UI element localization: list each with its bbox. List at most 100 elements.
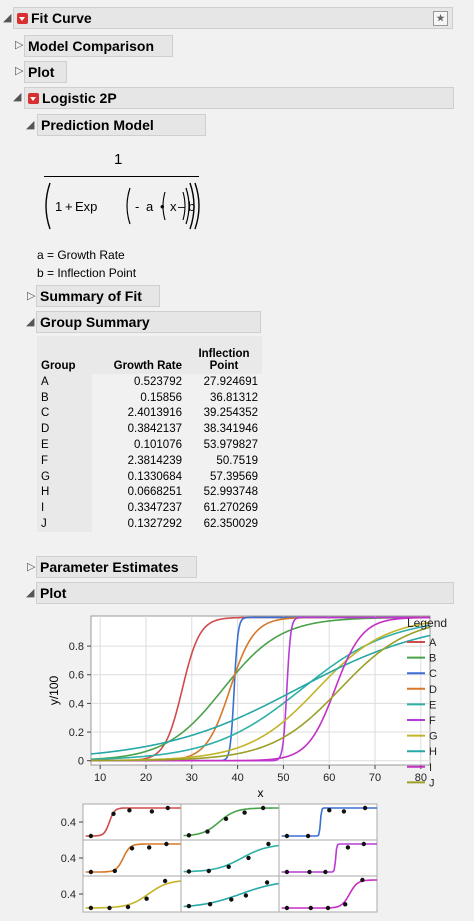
inflection-point-cell: 52.993748 (203, 486, 258, 499)
prediction-model-header[interactable]: Prediction Model (37, 114, 206, 136)
x-tick-label: 70 (369, 772, 381, 784)
parameter-estimates-title: Parameter Estimates (40, 559, 179, 575)
growth-rate-cell: 0.3842137 (127, 423, 182, 436)
data-point (343, 902, 348, 907)
collapse-prediction-model-icon[interactable]: ◢ (26, 119, 35, 131)
group-summary-table: Group Growth Rate Inflection Point A 0.52… (37, 336, 262, 532)
data-point (260, 805, 266, 811)
data-point (129, 846, 135, 851)
growth-rate-cell: 2.3814239 (127, 454, 182, 467)
table-row: B 0.15856 36.81312 (37, 389, 262, 406)
formula-x: x (170, 199, 177, 214)
x-tick-label: 10 (94, 772, 106, 784)
expand-model-comparison-icon[interactable]: ▷ (15, 39, 24, 51)
expand-summary-of-fit-icon[interactable]: ▷ (27, 290, 36, 302)
x-tick-label: 80 (415, 772, 427, 784)
data-point (206, 868, 211, 874)
data-point (323, 869, 328, 875)
plot-header-top[interactable]: Plot (24, 61, 67, 83)
data-point (207, 902, 213, 907)
fit-curve-title: Fit Curve (31, 10, 92, 26)
data-point (284, 869, 290, 875)
table-row: G 0.1330684 57.39569 (37, 468, 262, 485)
expand-parameter-estimates-icon[interactable]: ▷ (27, 561, 36, 573)
group-cell: H (37, 484, 92, 501)
legend-label-i: I (429, 762, 432, 774)
inflection-point-cell: 38.341946 (203, 423, 258, 436)
logistic-menu-icon[interactable] (28, 92, 39, 104)
expand-plot-icon[interactable]: ▷ (15, 65, 24, 77)
formula-brackets (45, 182, 200, 230)
legend-label-b: B (429, 653, 436, 665)
group-summary-header[interactable]: Group Summary (36, 311, 261, 333)
data-point (246, 855, 251, 861)
summary-of-fit-title: Summary of Fit (40, 288, 142, 304)
plot-title: Plot (40, 585, 67, 601)
y-axis-label: y/100 (47, 675, 61, 705)
inflection-point-cell: 62.350029 (203, 518, 258, 531)
data-point (345, 845, 351, 850)
small-y-tick-label: 0.4 (61, 853, 76, 865)
legend-label-d: D (429, 684, 437, 696)
logistic-title: Logistic 2P (42, 90, 117, 106)
data-point (242, 810, 247, 815)
group-summary-table-wrap: Group Growth Rate Inflection Point A 0.52… (37, 336, 262, 532)
series-line-j (91, 626, 430, 762)
plot-header[interactable]: Plot (36, 582, 454, 604)
data-point (361, 841, 366, 847)
formula-one: 1 (55, 199, 63, 214)
collapse-fit-curve-icon[interactable]: ◢ (3, 12, 12, 24)
group-summary-title: Group Summary (40, 314, 150, 330)
growth-rate-cell: 0.0668251 (127, 486, 182, 499)
fit-curve-header[interactable]: Fit Curve ★ (13, 7, 453, 29)
pin-icon[interactable]: ★ (433, 11, 448, 26)
data-point (264, 880, 270, 885)
model-comparison-header[interactable]: Model Comparison (24, 35, 173, 57)
data-point (186, 903, 192, 909)
fit-curve-menu-icon[interactable] (17, 12, 28, 24)
data-point (147, 845, 152, 850)
x-tick-label: 20 (140, 772, 152, 784)
data-point (284, 905, 290, 911)
legend-title: Legend (407, 616, 447, 630)
collapse-group-summary-icon[interactable]: ◢ (26, 316, 35, 328)
formula-exp: Exp (75, 199, 98, 214)
data-point (186, 833, 192, 838)
growth-rate-cell: 0.523792 (134, 375, 182, 388)
data-point (243, 893, 249, 898)
table-row: F 2.3814239 50.7519 (37, 452, 262, 469)
collapse-logistic-icon[interactable]: ◢ (13, 91, 22, 103)
logistic-2p-header[interactable]: Logistic 2P (24, 87, 454, 109)
group-cell: B (37, 389, 92, 406)
header-inflection-line2: Point (209, 360, 239, 372)
data-point (325, 905, 331, 911)
data-point (307, 869, 312, 875)
data-point (186, 869, 192, 874)
data-point (223, 816, 229, 821)
table-row: E 0.101076 53.979827 (37, 437, 262, 453)
data-point (162, 878, 168, 884)
data-point (164, 841, 169, 847)
data-point (112, 868, 118, 874)
fit-curve-plot: 10 20 30 40 50 60 70 80 0 0.2 0.4 0.6 0.8 x y/100 Legen… (47, 615, 447, 800)
formula-plus: + (65, 199, 73, 214)
group-cell: I (37, 500, 92, 517)
legend-label-e: E (429, 699, 436, 711)
header-group: Group (37, 336, 92, 374)
data-point (226, 864, 231, 869)
legend-label-j: J (429, 777, 435, 789)
legend-label-a: A (429, 637, 437, 649)
small-curve-a (85, 807, 181, 837)
table-row: C 2.4013916 39.254352 (37, 405, 262, 422)
legend-label-c: C (429, 668, 437, 680)
group-cell: E (37, 437, 92, 453)
small-curve-e (183, 844, 280, 873)
growth-rate-cell: 0.15856 (140, 391, 182, 404)
collapse-plot-icon[interactable]: ◢ (26, 587, 35, 599)
table-row: D 0.3842137 38.341946 (37, 421, 262, 438)
plot-top-title: Plot (28, 64, 55, 80)
y-tick-label: 0 (78, 756, 84, 768)
parameter-estimates-header[interactable]: Parameter Estimates (36, 556, 197, 578)
summary-of-fit-header[interactable]: Summary of Fit (36, 285, 160, 307)
x-tick-label: 40 (231, 772, 243, 784)
